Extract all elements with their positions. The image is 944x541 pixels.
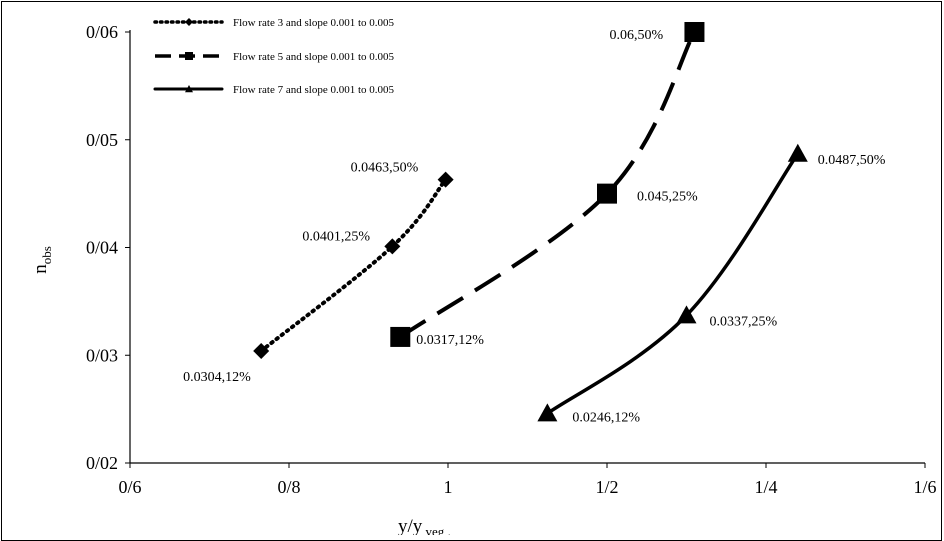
data-label: 0.0401,25% bbox=[302, 229, 370, 244]
data-label: 0.0317,12% bbox=[416, 333, 484, 348]
data-point-triangle bbox=[676, 305, 697, 324]
x-tick-label: 1/2 bbox=[595, 477, 618, 497]
y-tick-label: 0/02 bbox=[86, 453, 118, 473]
legend-label: Flow rate 5 and slope 0.001 to 0.005 bbox=[233, 51, 395, 63]
series-group: 0.0304,12%0.0401,25%0.0463,50%0.0317,12%… bbox=[183, 22, 886, 425]
y-axis-title: nobs bbox=[30, 246, 54, 274]
x-tick-label: 1/6 bbox=[913, 477, 936, 497]
data-label: 0.0463,50% bbox=[351, 161, 419, 176]
data-point-square bbox=[597, 183, 617, 204]
data-point-square bbox=[684, 22, 705, 42]
x-tick-label: 1 bbox=[444, 477, 453, 497]
data-point-diamond bbox=[437, 171, 454, 188]
data-point-diamond bbox=[384, 238, 401, 255]
series-line bbox=[259, 177, 448, 353]
legend-marker bbox=[185, 52, 193, 60]
data-label: 0.045,25% bbox=[637, 190, 698, 205]
series-line bbox=[399, 31, 697, 339]
data-label: 0.0246,12% bbox=[572, 410, 640, 425]
data-label: 0.0337,25% bbox=[710, 314, 778, 329]
legend-marker bbox=[185, 85, 193, 93]
axes bbox=[129, 30, 925, 464]
legend-item: Flow rate 3 and slope 0.001 to 0.005 bbox=[153, 17, 395, 29]
data-point-square bbox=[390, 326, 411, 347]
y-tick-label: 0/03 bbox=[86, 345, 118, 365]
tick-labels: 0/02 0/03 0/04 0/05 0/06 0/6 0/8 1 1/2 1/4 1/6 bbox=[86, 22, 937, 497]
x-tick-label: 1/4 bbox=[754, 477, 777, 497]
x-axis-title: y/y veg . bbox=[398, 516, 451, 535]
legend-item: Flow rate 5 and slope 0.001 to 0.005 bbox=[155, 51, 395, 63]
axis-titles: nobs y/y veg . bbox=[30, 246, 451, 535]
legend-item: Flow rate 7 and slope 0.001 to 0.005 bbox=[153, 84, 395, 96]
data-label: 0.06,50% bbox=[609, 28, 663, 43]
legend: Flow rate 3 and slope 0.001 to 0.005 Flow… bbox=[153, 17, 395, 96]
data-label: 0.0304,12% bbox=[183, 370, 251, 385]
y-tick-label: 0/04 bbox=[86, 238, 118, 258]
x-tick-label: 0/6 bbox=[118, 477, 141, 497]
legend-label: Flow rate 3 and slope 0.001 to 0.005 bbox=[233, 17, 395, 29]
data-point-triangle bbox=[537, 403, 558, 422]
data-point-diamond bbox=[253, 342, 270, 359]
series-1: 0.0304,12% 0.0401,25% 0.0463,50% bbox=[183, 161, 454, 385]
series-2: 0.0317,12% 0.045,25% 0.06,50% bbox=[390, 22, 705, 348]
y-tick-label: 0/05 bbox=[86, 130, 118, 150]
data-point-triangle bbox=[787, 143, 808, 162]
legend-label: Flow rate 7 and slope 0.001 to 0.005 bbox=[233, 84, 395, 96]
x-tick-label: 0/8 bbox=[277, 477, 300, 497]
series-3: 0.0246,12% 0.0337,25% 0.0487,50% bbox=[537, 143, 886, 425]
y-tick-label: 0/06 bbox=[86, 22, 118, 42]
legend-marker bbox=[185, 18, 193, 26]
data-label: 0.0487,50% bbox=[818, 153, 886, 168]
